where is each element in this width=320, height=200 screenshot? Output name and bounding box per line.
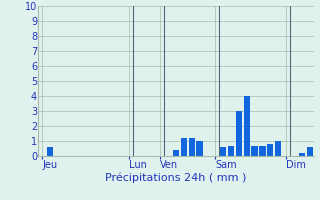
Bar	[196, 141, 203, 156]
Bar	[259, 146, 266, 156]
Bar	[244, 96, 250, 156]
Bar	[236, 111, 242, 156]
Bar	[220, 147, 226, 156]
Bar	[307, 147, 313, 156]
Bar	[267, 144, 274, 156]
Bar	[47, 147, 53, 156]
Bar	[275, 141, 281, 156]
Bar	[188, 138, 195, 156]
Bar	[228, 146, 234, 156]
Bar	[299, 153, 305, 156]
X-axis label: Précipitations 24h ( mm ): Précipitations 24h ( mm )	[105, 173, 247, 183]
Bar	[181, 138, 187, 156]
Bar	[252, 146, 258, 156]
Bar	[173, 150, 179, 156]
